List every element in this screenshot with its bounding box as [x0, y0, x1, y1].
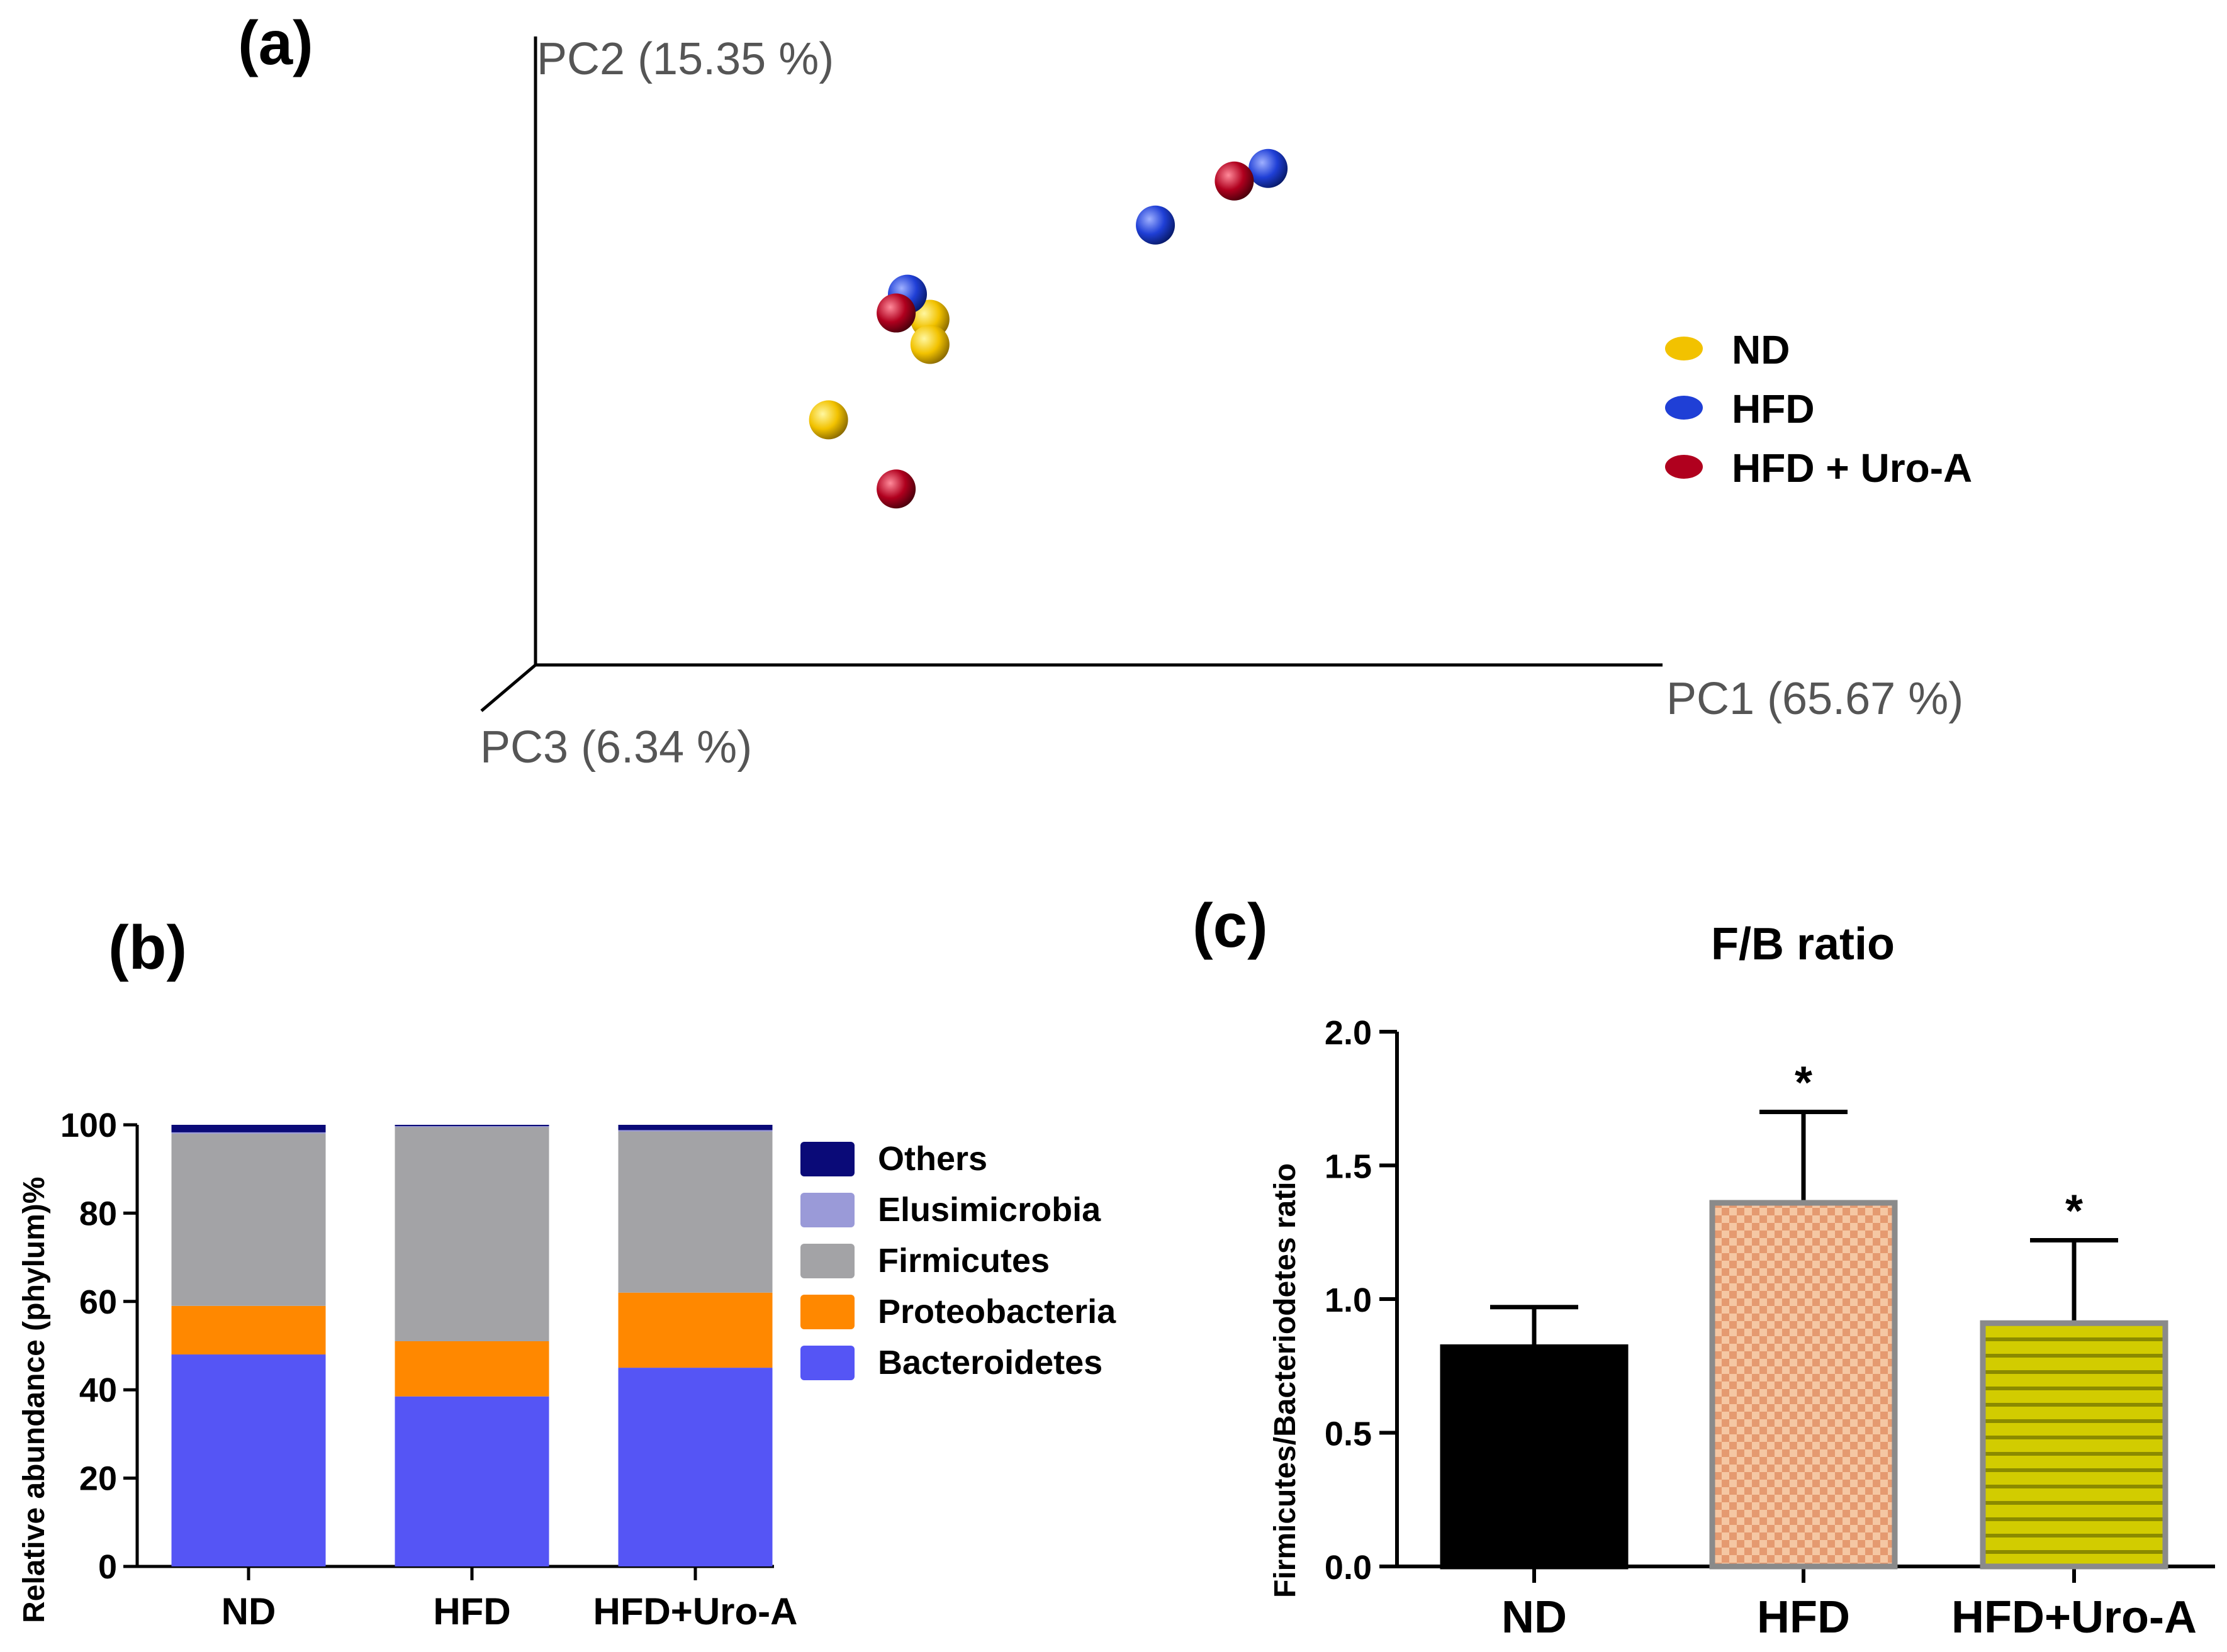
point-hfd-2 [1136, 205, 1175, 245]
significance-hfd: * [1795, 1058, 1812, 1108]
c-xtick-label-hfd-uro-a: HFD+Uro-A [1951, 1592, 2197, 1643]
b-ytick-label: 20 [79, 1460, 117, 1498]
legend-swatch-proteobacteria [800, 1295, 855, 1329]
c-xtick-label-hfd: HFD [1757, 1592, 1850, 1643]
legend-marker-hfd-uro-a [1665, 455, 1703, 479]
b-xtick-label-nd: ND [222, 1590, 276, 1632]
bar-nd [1440, 1344, 1629, 1570]
legend-swatch-bacteroidetes [800, 1346, 855, 1380]
bar-hfd-bacteroidetes [395, 1396, 549, 1566]
bar-hfd-uro-a-elusimicrobia [618, 1130, 773, 1132]
panel-c-fb-ratio: (c) F/B ratio Firmicutes/Bacteriodetes r… [1192, 891, 2215, 1643]
legend-label-hfd: HFD [1732, 386, 1815, 432]
legend-label-others: Others [878, 1140, 987, 1178]
legend-swatch-others [800, 1142, 855, 1176]
bar-hfd-uro-a-firmicutes [618, 1131, 773, 1293]
pcoa-points [809, 148, 1288, 509]
bar-hfd [1709, 1200, 1898, 1570]
legend-label-hfd-uro-a: HFD + Uro-A [1732, 445, 1972, 491]
bar-hfd-others [395, 1125, 549, 1127]
bar-hfd-uro-a-others [618, 1125, 773, 1130]
legend-label-bacteroidetes: Bacteroidetes [878, 1344, 1102, 1381]
b-xtick-label-hfd-uro-a: HFD+Uro-A [593, 1590, 798, 1632]
c-xtick-label-nd: ND [1501, 1592, 1567, 1643]
panel-b-label: (b) [108, 913, 187, 982]
bar-nd-elusimicrobia [171, 1132, 326, 1134]
point-hfd-uro-a-3 [877, 469, 916, 509]
pc1-axis-label: PC1 (65.67 %) [1666, 674, 1963, 724]
panel-a-label: (a) [238, 8, 313, 77]
c-ytick-label: 0.0 [1325, 1549, 1372, 1587]
pc2-axis-label: PC2 (15.35 %) [537, 34, 834, 84]
bar-hfd-proteobacteria [395, 1341, 549, 1397]
c-ytick-label: 2.0 [1325, 1014, 1372, 1052]
legend-label-nd: ND [1732, 327, 1790, 372]
legend-marker-nd [1665, 337, 1703, 360]
significance-hfd-uro-a: * [2065, 1186, 2083, 1237]
bar-hfd-uro-a [1980, 1320, 2168, 1570]
panel-c-label: (c) [1192, 891, 1268, 960]
point-nd-3 [809, 400, 848, 440]
bar-hfd-uro-a-proteobacteria [618, 1292, 773, 1368]
bar-hfd-elusimicrobia [395, 1126, 549, 1127]
panel-b-legend: Others Elusimicrobia Firmicutes Proteobacte… [800, 1140, 1116, 1381]
legend-swatch-elusimicrobia [800, 1193, 855, 1227]
panel-b-stacked-bar: (b) Relative abundance (phylum)% 0 20 40 60… [18, 913, 1116, 1632]
pc3-axis-label: PC3 (6.34 %) [480, 722, 752, 773]
bar-nd-others [171, 1125, 326, 1132]
panel-b-y-axis-label: Relative abundance (phylum)% [18, 1177, 51, 1623]
b-ytick-label: 100 [60, 1107, 117, 1144]
legend-swatch-firmicutes [800, 1244, 855, 1278]
bar-nd-proteobacteria [171, 1305, 326, 1355]
point-hfd-3 [1248, 148, 1288, 188]
bar-hfd-uro-a-bacteroidetes [618, 1368, 773, 1566]
legend-label-firmicutes: Firmicutes [878, 1242, 1050, 1280]
panel-a-pcoa: (a) PC2 (15.35 %) PC1 (65.67 %) PC3 (6.3… [238, 8, 1972, 773]
point-hfd-uro-a-2 [1214, 161, 1254, 201]
bar-hfd-firmicutes [395, 1127, 549, 1341]
c-ytick-label: 0.5 [1325, 1415, 1372, 1453]
panel-c-title: F/B ratio [1711, 919, 1895, 969]
panel-c-y-axis-label: Firmicutes/Bacteriodetes ratio [1269, 1163, 1302, 1598]
c-ytick-label: 1.5 [1325, 1148, 1372, 1186]
b-ytick-label: 40 [79, 1371, 117, 1409]
panel-b-axes: 0 20 40 60 80 100 ND HFD HFD+Uro-A [60, 1107, 798, 1632]
pcoa-legend: ND HFD HFD + Uro-A [1665, 327, 1972, 491]
bar-nd-bacteroidetes [171, 1354, 326, 1566]
b-xtick-label-hfd: HFD [433, 1590, 510, 1632]
panel-c-bars: ** [1440, 1058, 2168, 1570]
b-ytick-label: 80 [79, 1195, 117, 1232]
point-hfd-uro-a-1 [877, 293, 916, 333]
b-ytick-label: 0 [98, 1548, 117, 1586]
c-ytick-label: 1.0 [1325, 1281, 1372, 1319]
legend-label-elusimicrobia: Elusimicrobia [878, 1191, 1101, 1229]
b-ytick-label: 60 [79, 1283, 117, 1321]
point-nd-2 [910, 325, 950, 364]
pc3-axis-line [480, 664, 537, 712]
panel-b-bars [171, 1125, 773, 1566]
legend-label-proteobacteria: Proteobacteria [878, 1293, 1116, 1331]
legend-marker-hfd [1665, 396, 1703, 420]
bar-nd-firmicutes [171, 1134, 326, 1306]
